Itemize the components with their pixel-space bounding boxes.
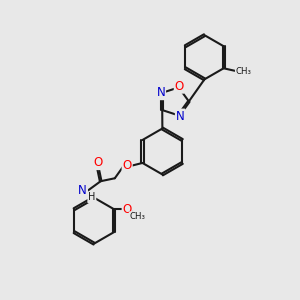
Text: O: O [123, 203, 132, 216]
Text: H: H [88, 192, 95, 203]
Text: O: O [93, 156, 102, 169]
Text: O: O [122, 159, 132, 172]
Text: N: N [176, 110, 184, 122]
Text: N: N [156, 86, 165, 99]
Text: CH₃: CH₃ [236, 67, 252, 76]
Text: O: O [175, 80, 184, 93]
Text: N: N [78, 184, 87, 197]
Text: CH₃: CH₃ [130, 212, 146, 221]
